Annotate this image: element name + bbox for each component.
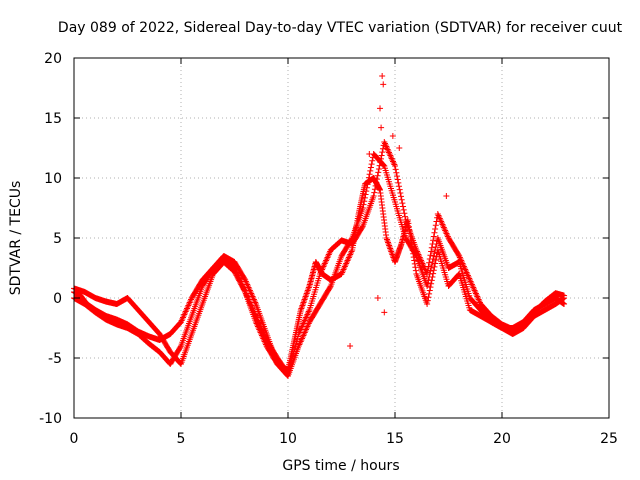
y-tick-label: -10 (39, 411, 62, 427)
outlier-point (366, 151, 372, 157)
data-point-track-a (426, 291, 432, 297)
data-point-track-b (368, 165, 374, 171)
data-point-track-c (397, 190, 403, 196)
data-point-track-c (432, 226, 438, 232)
data-point-track-b (367, 168, 373, 174)
data-point-track-c (433, 222, 439, 228)
y-axis-label: SDTVAR / TECUs (8, 181, 24, 296)
data-point-track-c (428, 249, 434, 255)
x-tick-label: 25 (600, 431, 618, 447)
data-point-track-c (396, 183, 402, 189)
data-point-track-c (431, 234, 437, 240)
data-point-track-c (401, 207, 407, 213)
data-point-track-b (369, 158, 375, 164)
outlier-point (375, 295, 381, 301)
data-point-track-c (400, 204, 406, 210)
x-tick-label: 0 (70, 431, 79, 447)
x-axis-label: GPS time / hours (282, 458, 399, 474)
x-tick-label: 10 (279, 431, 297, 447)
data-point-track-c (395, 177, 401, 183)
outlier-point (380, 81, 386, 87)
x-tick-label: 5 (177, 431, 186, 447)
data-point-track-a (427, 284, 433, 290)
data-point-track-a (427, 288, 433, 294)
data-point-track-c (429, 241, 435, 247)
y-tick-label: -5 (48, 351, 62, 367)
data-point-track-a (413, 268, 419, 274)
x-tick-label: 20 (493, 431, 511, 447)
y-tick-label: 15 (44, 111, 62, 127)
y-tick-label: 5 (53, 231, 62, 247)
sdtvar-chart: Day 089 of 2022, Sidereal Day-to-day VTE… (0, 0, 640, 480)
outlier-point (381, 309, 387, 315)
data-point-track-c (399, 197, 405, 203)
data-point-track-c (431, 230, 437, 236)
data-point-track-c (375, 169, 381, 175)
data-point-track-c (379, 149, 385, 155)
outlier-point (377, 105, 383, 111)
data-point-track-c (427, 256, 433, 262)
data-point-track-c (398, 193, 404, 199)
data-point-track-c (399, 200, 405, 206)
data-point-track-b (369, 161, 375, 167)
data-point-track-c (393, 166, 399, 172)
outlier-point (378, 125, 384, 131)
data-point-track-c (376, 166, 382, 172)
data-point-track-c (397, 187, 403, 193)
y-tick-label: 20 (44, 51, 62, 67)
y-tick-label: 0 (53, 291, 62, 307)
y-tick-label: 10 (44, 171, 62, 187)
data-point-track-c (371, 190, 377, 196)
outlier-point (443, 193, 449, 199)
data-point-track-c (401, 210, 407, 216)
data-points (71, 73, 567, 379)
chart-title: Day 089 of 2022, Sidereal Day-to-day VTE… (58, 20, 623, 36)
x-tick-label: 15 (386, 431, 404, 447)
data-point-track-c (393, 170, 399, 176)
outlier-point (396, 145, 402, 151)
outlier-point (379, 73, 385, 79)
outlier-point (347, 343, 353, 349)
data-point-track-c (395, 180, 401, 186)
